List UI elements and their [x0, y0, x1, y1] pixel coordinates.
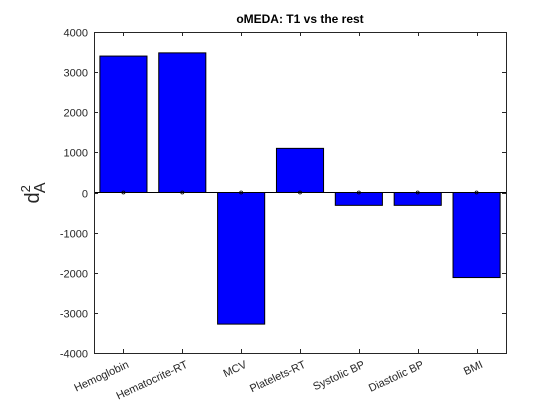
- y-tick-label: -2000: [60, 269, 88, 281]
- y-tick-label: 0: [82, 189, 88, 201]
- y-tick-label: 3000: [64, 68, 88, 80]
- x-tick-label: Systolic BP: [311, 359, 366, 393]
- y-tick-label: -4000: [60, 349, 88, 361]
- y-axis-label: d2A: [18, 182, 49, 203]
- y-tick-label: 2000: [64, 108, 88, 120]
- y-tick-label: 1000: [64, 148, 88, 160]
- bar-bmi: [452, 192, 501, 279]
- y-axis-label-superscript: 2: [18, 185, 33, 192]
- bar-hemoglobin: [99, 55, 148, 193]
- y-tick-label: 4000: [64, 28, 88, 40]
- x-tick-label: BMI: [462, 359, 485, 378]
- y-tick-label: -3000: [60, 309, 88, 321]
- bar-diastolic-bp: [393, 192, 442, 206]
- chart-title: oMEDA: T1 vs the rest: [236, 12, 363, 26]
- bar-platelets-rt: [275, 147, 325, 193]
- bar-systolic-bp: [334, 192, 383, 206]
- x-tick-label: Diastolic BP: [367, 359, 426, 395]
- bar-mcv: [217, 192, 266, 325]
- y-axis-label-subscript: A: [32, 182, 49, 193]
- x-tick-label: Platelets-RT: [248, 359, 308, 395]
- y-tick-label: -1000: [60, 229, 88, 241]
- bar-hematocrite-rt: [158, 52, 207, 194]
- y-axis-ticks: -4000 -3000 -2000 -1000 0 1000 2000 3000 4000: [60, 28, 506, 361]
- x-tick-label: MCV: [222, 359, 250, 380]
- y-axis-label-base: d: [22, 192, 44, 203]
